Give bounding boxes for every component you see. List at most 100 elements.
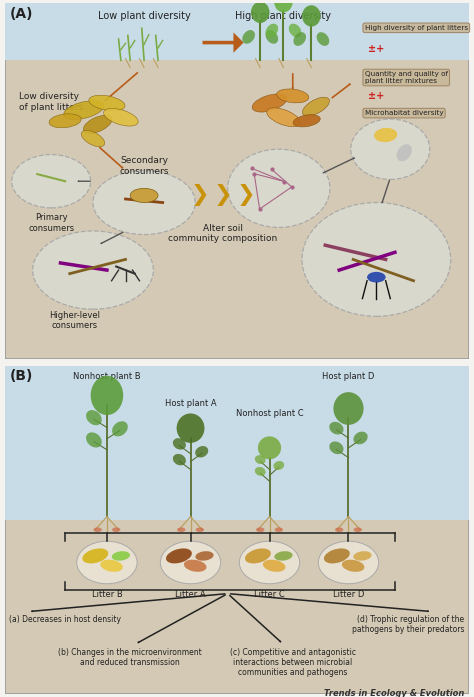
Ellipse shape (302, 203, 451, 316)
Text: (c) Competitive and antagonistic
interactions between microbial
communities and : (c) Competitive and antagonistic interac… (230, 648, 356, 677)
Text: Secondary
consumers: Secondary consumers (119, 156, 169, 176)
Ellipse shape (252, 94, 287, 112)
Ellipse shape (255, 467, 265, 476)
Ellipse shape (274, 0, 293, 13)
Ellipse shape (82, 549, 108, 563)
Ellipse shape (196, 528, 204, 532)
Text: Host plant A: Host plant A (165, 399, 216, 408)
Ellipse shape (184, 560, 207, 572)
Ellipse shape (177, 528, 185, 532)
Ellipse shape (177, 413, 204, 443)
Ellipse shape (195, 446, 208, 457)
Text: Litter A: Litter A (175, 590, 206, 599)
Ellipse shape (258, 436, 281, 459)
Bar (5, 3, 469, 61)
Ellipse shape (256, 528, 264, 532)
Text: (A): (A) (9, 7, 33, 21)
Ellipse shape (100, 560, 123, 572)
Ellipse shape (228, 149, 330, 227)
Text: (a) Decreases in host density: (a) Decreases in host density (9, 615, 121, 624)
Ellipse shape (397, 144, 412, 161)
Ellipse shape (289, 24, 301, 38)
Text: High diversity of plant litters: High diversity of plant litters (365, 25, 468, 31)
Ellipse shape (82, 130, 105, 146)
Ellipse shape (353, 551, 372, 560)
Ellipse shape (354, 431, 368, 445)
Ellipse shape (91, 376, 123, 415)
Ellipse shape (86, 410, 102, 425)
Ellipse shape (173, 438, 186, 450)
Ellipse shape (112, 421, 128, 436)
Ellipse shape (33, 231, 154, 309)
Ellipse shape (104, 109, 138, 126)
Ellipse shape (112, 551, 130, 560)
Ellipse shape (324, 549, 350, 563)
Ellipse shape (329, 422, 344, 434)
Ellipse shape (173, 454, 186, 466)
Text: Low plant diversity: Low plant diversity (98, 10, 191, 21)
Text: Trends in Ecology & Evolution: Trends in Ecology & Evolution (324, 689, 465, 697)
Ellipse shape (277, 89, 309, 103)
Text: Quantity and quality of
plant litter mixtures: Quantity and quality of plant litter mix… (365, 71, 448, 84)
Ellipse shape (293, 32, 306, 46)
Text: (d) Trophic regulation of the
pathogens by their predators: (d) Trophic regulation of the pathogens … (352, 615, 465, 634)
Ellipse shape (12, 155, 91, 208)
Ellipse shape (130, 188, 158, 203)
Text: Litter D: Litter D (333, 590, 364, 599)
Ellipse shape (160, 541, 221, 584)
Ellipse shape (317, 32, 329, 46)
Text: ❯: ❯ (237, 185, 255, 206)
Ellipse shape (77, 541, 137, 584)
Ellipse shape (302, 98, 329, 116)
Ellipse shape (93, 528, 102, 532)
Ellipse shape (274, 528, 283, 532)
Ellipse shape (251, 1, 270, 23)
Ellipse shape (265, 24, 278, 38)
Ellipse shape (274, 551, 292, 560)
Text: Host plant D: Host plant D (322, 372, 374, 381)
Text: Low diversity
of plant litters: Low diversity of plant litters (18, 92, 83, 112)
Ellipse shape (49, 114, 81, 128)
FancyBboxPatch shape (5, 3, 469, 359)
Ellipse shape (64, 101, 104, 119)
Ellipse shape (335, 528, 343, 532)
Ellipse shape (112, 528, 120, 532)
Text: ❯: ❯ (191, 185, 209, 206)
Ellipse shape (367, 272, 386, 282)
Ellipse shape (333, 392, 364, 425)
Text: Nonhost plant C: Nonhost plant C (236, 408, 303, 418)
Ellipse shape (245, 549, 271, 563)
Text: Litter B: Litter B (91, 590, 122, 599)
Ellipse shape (83, 115, 112, 133)
Text: Nonhost plant B: Nonhost plant B (73, 372, 141, 381)
Bar (5, 366, 469, 520)
Text: ±+: ±+ (368, 45, 384, 54)
Ellipse shape (265, 30, 278, 44)
Text: Higher-level
consumers: Higher-level consumers (49, 311, 100, 330)
Ellipse shape (273, 461, 284, 470)
FancyBboxPatch shape (5, 366, 469, 694)
Text: (b) Changes in the microenvironment
and reduced transmission: (b) Changes in the microenvironment and … (58, 648, 202, 667)
Ellipse shape (263, 560, 285, 572)
Text: ❯: ❯ (214, 185, 232, 206)
Text: Alter soil
community composition: Alter soil community composition (168, 224, 278, 243)
Ellipse shape (374, 128, 397, 142)
Ellipse shape (195, 551, 214, 560)
Ellipse shape (342, 560, 365, 572)
Ellipse shape (93, 171, 195, 234)
Ellipse shape (293, 114, 320, 127)
Text: Primary
consumers: Primary consumers (28, 213, 74, 233)
Ellipse shape (255, 455, 265, 464)
Text: High plant diversity: High plant diversity (236, 10, 331, 21)
Ellipse shape (86, 432, 102, 447)
Ellipse shape (89, 95, 125, 111)
Ellipse shape (319, 541, 379, 584)
Text: (B): (B) (9, 369, 33, 383)
Ellipse shape (329, 441, 344, 454)
Ellipse shape (302, 6, 320, 26)
Ellipse shape (267, 108, 300, 127)
Ellipse shape (354, 528, 362, 532)
Ellipse shape (351, 119, 430, 179)
Text: Microhabitat diversity: Microhabitat diversity (365, 110, 443, 116)
Text: ±+: ±+ (368, 91, 384, 100)
